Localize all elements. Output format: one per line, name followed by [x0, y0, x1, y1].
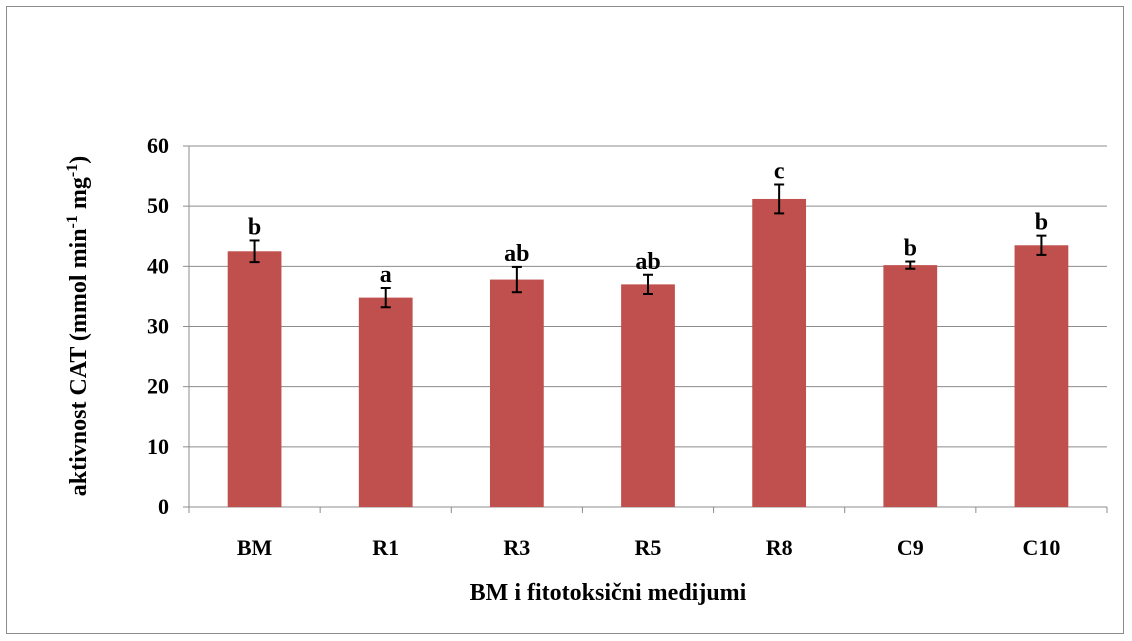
x-tick-label: BM: [237, 535, 273, 560]
y-axis-title-middle: mg: [66, 177, 92, 215]
x-tick-label: R3: [503, 535, 530, 560]
x-tick-label: R8: [766, 535, 793, 560]
bar-c9: [883, 265, 938, 507]
y-tick-label: 20: [147, 374, 169, 399]
y-axis-title-sup1: -1: [64, 215, 81, 228]
y-tick-label: 40: [147, 253, 169, 278]
bar-r3: [489, 279, 544, 507]
y-tick-label: 60: [147, 133, 169, 158]
y-axis-title-sup2: -1: [64, 164, 81, 177]
x-axis-title: BM i fitotoksični medijumi: [470, 580, 747, 606]
significance-label: b: [904, 236, 917, 262]
bar-bm: [227, 251, 282, 507]
y-tick-label: 30: [147, 314, 169, 339]
error-bars: [249, 183, 1047, 309]
x-tick-label: R5: [635, 535, 662, 560]
significance-label: b: [248, 214, 261, 240]
y-axis-title-suffix: ): [66, 156, 92, 164]
bar-r1: [358, 297, 413, 507]
y-tick-label: 50: [147, 193, 169, 218]
y-axis-title: aktivnost CAT (mmol min-1 mg-1): [64, 156, 92, 496]
x-tick-label: C10: [1022, 535, 1060, 560]
significance-label: a: [380, 262, 392, 288]
bars: [227, 198, 1069, 508]
bar-c10: [1014, 245, 1069, 507]
chart-frame: [6, 6, 1124, 634]
bar-r8: [752, 198, 807, 508]
x-tick-label: R1: [372, 535, 399, 560]
x-tick-label: C9: [897, 535, 924, 560]
significance-label: ab: [635, 249, 660, 275]
significance-label: ab: [504, 241, 529, 267]
significance-label: b: [1035, 210, 1048, 236]
significance-label: c: [774, 159, 785, 185]
y-tick-label: 10: [147, 434, 169, 459]
gridlines: [189, 145, 1107, 448]
labels: 0 10 20 30 40 50 60 b BM a R1 ab R3 ab R5 c R8 b C9 b C10: [147, 133, 1060, 560]
y-axis-title-prefix: aktivnost CAT (mmol min: [66, 228, 92, 496]
y-tick-label: 0: [158, 494, 169, 519]
bar-r5: [621, 284, 675, 507]
